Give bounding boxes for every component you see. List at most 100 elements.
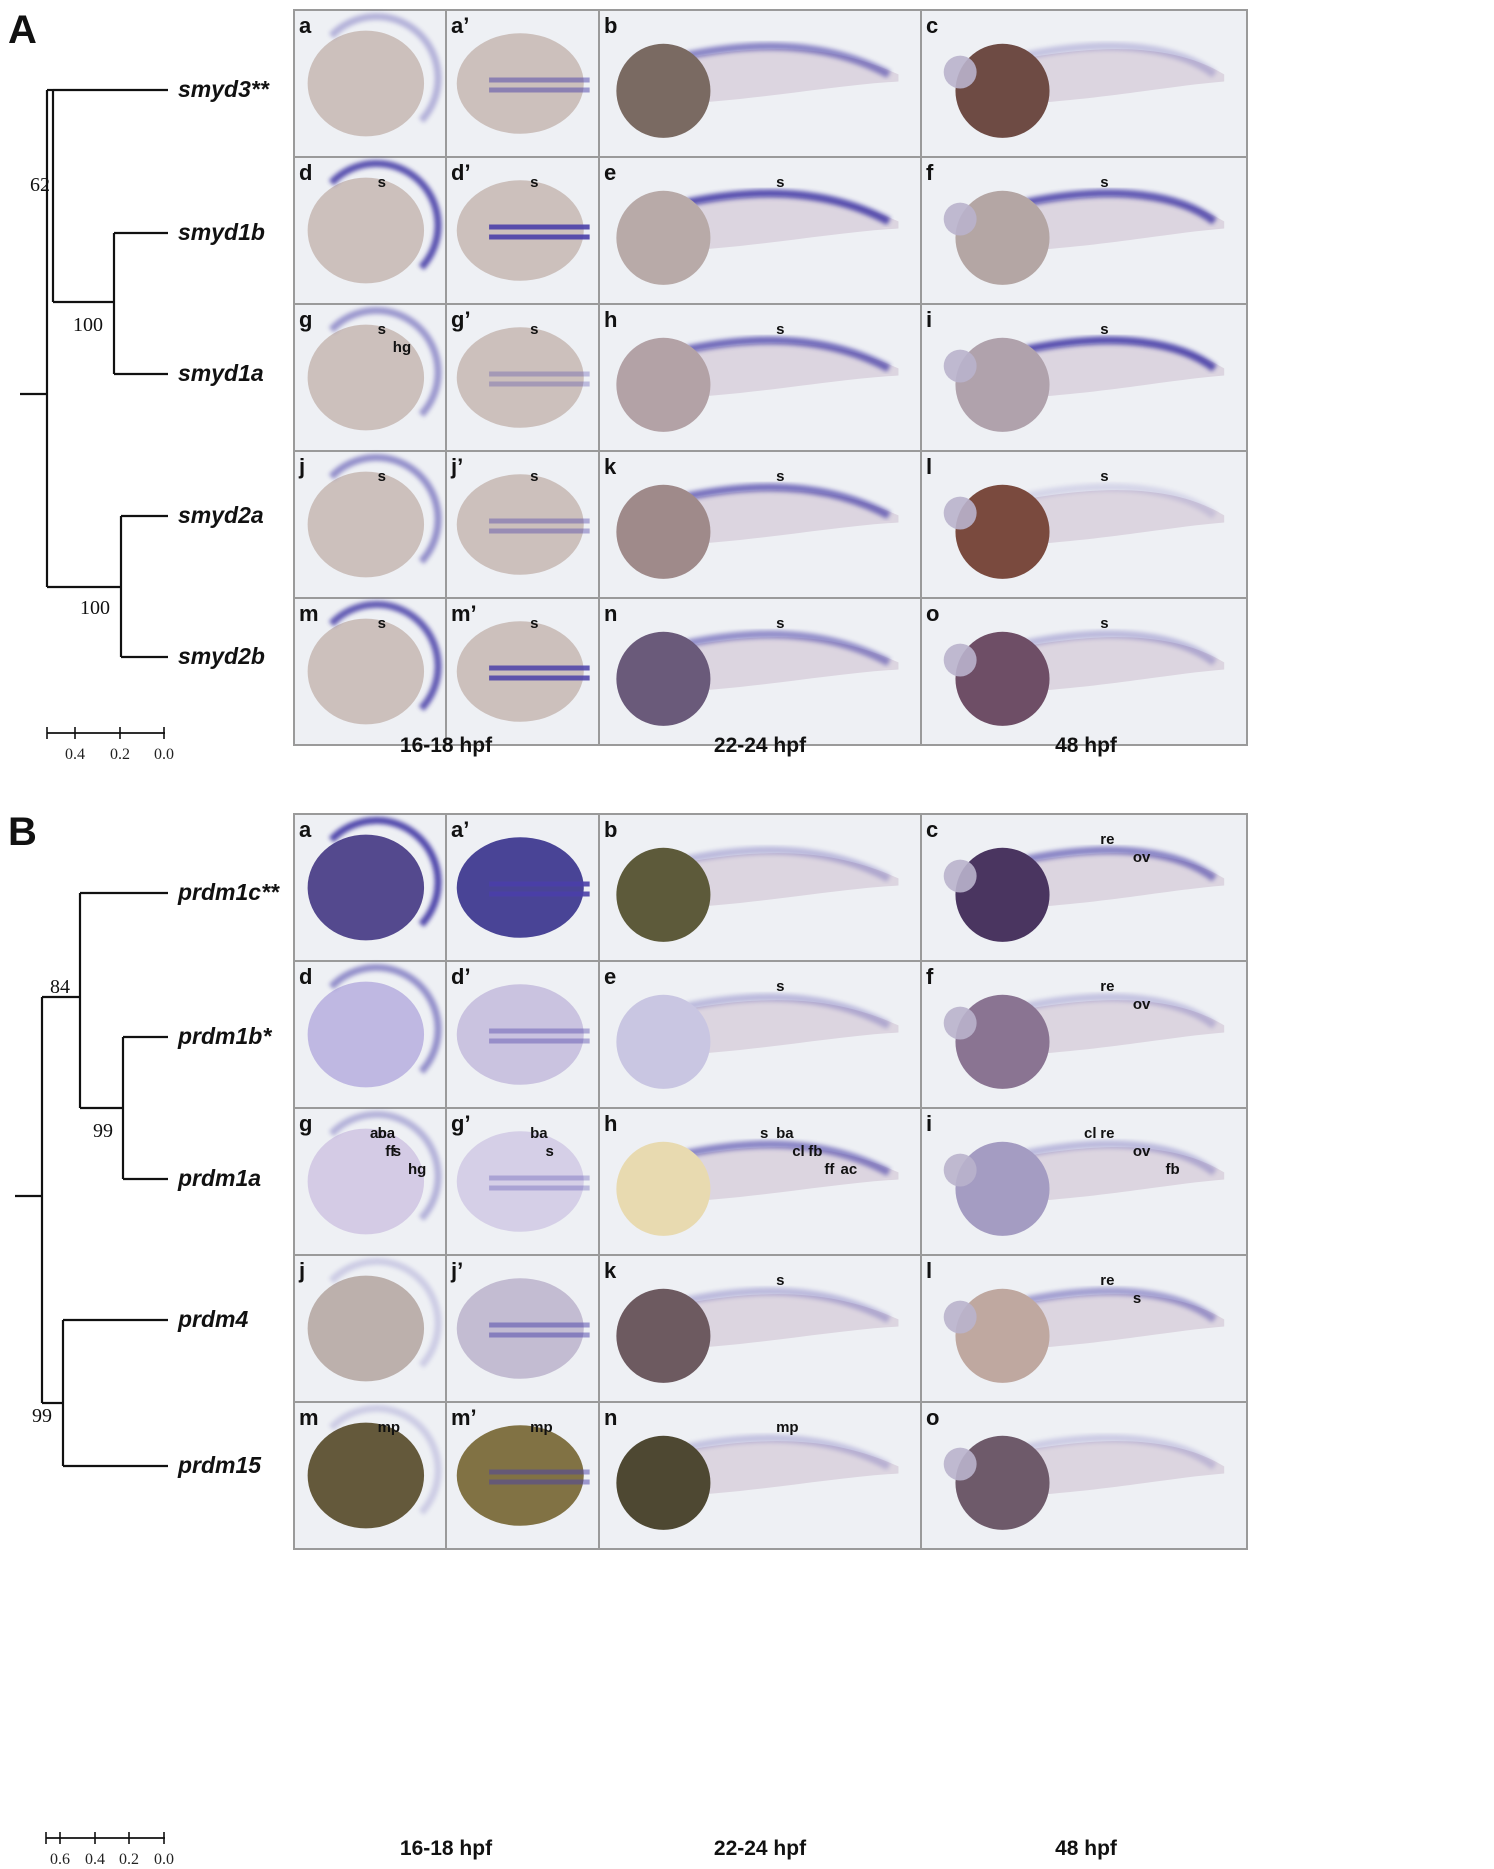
subpanel-label: g <box>299 307 312 332</box>
subpanel-label: b <box>604 13 617 38</box>
subpanel-label: m’ <box>451 601 477 626</box>
anatomy-annotation: ov <box>1133 1143 1151 1160</box>
subpanel-label: g <box>299 1111 312 1136</box>
subpanel-label: o <box>926 1405 939 1430</box>
subpanel-label: c <box>926 13 938 38</box>
anatomy-annotation: s <box>378 615 386 632</box>
subpanel-label: k <box>604 1258 617 1283</box>
taxon-label: prdm15 <box>177 1452 262 1478</box>
taxon-label: smyd2b <box>178 643 265 669</box>
anatomy-annotation: s <box>378 174 386 191</box>
subpanel-label: g’ <box>451 1111 471 1136</box>
embryo-image-panel: l re s <box>920 1254 1248 1403</box>
stage-label: 16-18 hpf <box>400 1837 493 1860</box>
anatomy-annotation: ba <box>378 1125 396 1142</box>
embryo-image-panel: n mp <box>598 1401 922 1550</box>
subpanel-label: a’ <box>451 817 469 842</box>
anatomy-annotation: mp <box>776 1419 799 1436</box>
subpanel-label: g’ <box>451 307 471 332</box>
subpanel-label: a’ <box>451 13 469 38</box>
subpanel-label: j’ <box>450 1258 463 1283</box>
anatomy-annotation: s <box>1100 174 1108 191</box>
anatomy-annotation: ac <box>841 1161 858 1178</box>
subpanel-label: l <box>926 1258 932 1283</box>
anatomy-annotation: ov <box>1133 996 1151 1013</box>
taxon-label: prdm4 <box>177 1306 249 1332</box>
subpanel-label: h <box>604 1111 617 1136</box>
anatomy-annotation: ba <box>776 1125 794 1142</box>
embryo-image-panel: c re ov <box>920 813 1248 962</box>
anatomy-annotation: s <box>776 978 784 995</box>
anatomy-annotation: mp <box>530 1419 553 1436</box>
panel-letter-a: A <box>8 8 37 52</box>
anatomy-annotation: ac <box>370 1125 387 1142</box>
anatomy-annotation: s <box>378 468 386 485</box>
taxon-label: prdm1c** <box>177 879 280 905</box>
embryo-image-panel: d’ <box>445 960 600 1109</box>
anatomy-annotation: cl <box>1084 1125 1097 1142</box>
embryo-image-panel: c <box>920 9 1248 158</box>
embryo-image-panel: j’ s <box>445 450 600 599</box>
bootstrap-value: 84 <box>50 976 70 998</box>
stage-label: 48 hpf <box>1055 734 1118 757</box>
taxon-label: smyd1b <box>178 219 265 245</box>
subpanel-label: m <box>299 1405 319 1430</box>
anatomy-annotation: ff <box>385 1143 396 1160</box>
embryo-image-panel: a <box>293 813 447 962</box>
embryo-image-panel: o <box>920 1401 1248 1550</box>
scale-tick-label: 0.4 <box>65 746 85 763</box>
subpanel-label: n <box>604 1405 617 1430</box>
taxon-label: smyd1a <box>178 360 264 386</box>
subpanel-label: d <box>299 964 312 989</box>
anatomy-annotation: hg <box>408 1161 426 1178</box>
anatomy-annotation: re <box>1100 1125 1114 1142</box>
subpanel-label: l <box>926 454 932 479</box>
scale-tick-label: 0.4 <box>85 1851 105 1868</box>
taxon-label: smyd2a <box>178 502 264 528</box>
subpanel-label: b <box>604 817 617 842</box>
anatomy-annotation: s <box>530 468 538 485</box>
bootstrap-value: 100 <box>80 597 110 619</box>
embryo-image-panel: m mp <box>293 1401 447 1550</box>
taxon-label: prdm1b* <box>177 1023 272 1049</box>
subpanel-label: o <box>926 601 939 626</box>
anatomy-annotation: fb <box>808 1143 822 1160</box>
embryo-image-panel: g’ bas <box>445 1107 600 1256</box>
bootstrap-value: 100 <box>73 314 103 336</box>
subpanel-label: k <box>604 454 617 479</box>
subpanel-label: n <box>604 601 617 626</box>
subpanel-label: f <box>926 160 934 185</box>
anatomy-annotation: s <box>776 468 784 485</box>
bootstrap-value: 99 <box>32 1405 52 1427</box>
embryo-image-panel: a’ <box>445 813 600 962</box>
anatomy-annotation: s <box>1100 615 1108 632</box>
anatomy-annotation: fb <box>1166 1161 1180 1178</box>
embryo-image-panel: g’ s <box>445 303 600 452</box>
scale-tick-label: 0.6 <box>50 1851 70 1868</box>
subpanel-label: d’ <box>451 160 471 185</box>
stage-label: 48 hpf <box>1055 1837 1118 1860</box>
panel-letter-b: B <box>8 810 37 854</box>
embryo-image-panel: m’ s <box>445 597 600 746</box>
scale-tick-label: 0.0 <box>154 746 174 763</box>
scale-tick-label: 0.0 <box>154 1851 174 1868</box>
subpanel-label: f <box>926 964 934 989</box>
embryo-image-panel: j’ <box>445 1254 600 1403</box>
anatomy-annotation: s <box>1133 1290 1141 1307</box>
anatomy-annotation: s <box>776 1272 784 1289</box>
embryo-image-panel: b <box>598 9 922 158</box>
stage-label: 16-18 hpf <box>400 734 493 757</box>
anatomy-annotation: s <box>1100 321 1108 338</box>
